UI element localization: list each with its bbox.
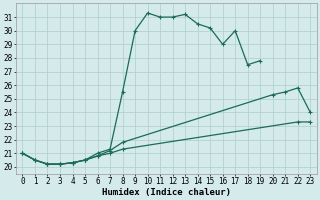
X-axis label: Humidex (Indice chaleur): Humidex (Indice chaleur) [102, 188, 231, 197]
